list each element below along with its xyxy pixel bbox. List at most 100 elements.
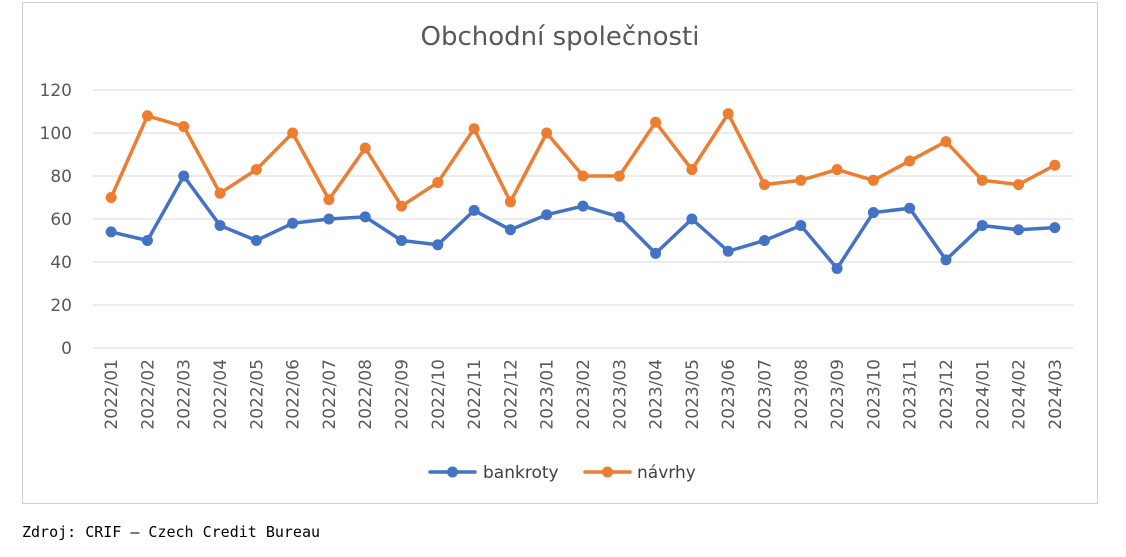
data-point [867, 207, 879, 219]
x-tick-label: 2022/06 [284, 359, 304, 430]
data-point [758, 179, 770, 191]
data-point [758, 235, 770, 246]
x-tick-label: 2023/06 [719, 359, 739, 430]
series-návrhy [105, 108, 1061, 212]
x-tick-label: 2022/03 [175, 359, 195, 430]
data-point [178, 170, 190, 182]
y-tick-label: 20 [50, 296, 72, 316]
x-tick-label: 2024/03 [1046, 359, 1066, 430]
legend-marker [602, 466, 613, 478]
data-point [141, 235, 153, 246]
data-point [214, 219, 226, 231]
legend-item: bankroty [428, 463, 559, 483]
x-tick-label: 2022/08 [356, 359, 376, 430]
x-tick-label: 2022/07 [320, 359, 340, 430]
data-point [577, 200, 589, 212]
data-point [323, 194, 335, 206]
data-point [940, 136, 952, 148]
series-lines [105, 108, 1061, 274]
data-point [323, 213, 335, 225]
data-point [504, 224, 516, 236]
x-tick-label: 2022/01 [102, 359, 122, 430]
data-point [577, 170, 589, 182]
data-point [795, 219, 807, 231]
data-point [432, 176, 444, 188]
data-point [250, 164, 262, 176]
x-tick-label: 2024/02 [1010, 359, 1030, 430]
data-point [250, 235, 262, 246]
legend-label: bankroty [483, 463, 559, 483]
y-tick-label: 80 [50, 167, 72, 187]
data-point [468, 123, 480, 135]
chart-frame [22, 2, 1098, 504]
legend: bankroty návrhy [428, 463, 696, 483]
data-point [359, 142, 371, 154]
data-point [831, 262, 843, 274]
x-tick-label: 2022/11 [465, 359, 485, 430]
x-tick-label: 2023/07 [755, 359, 775, 430]
x-tick-label: 2023/02 [574, 359, 594, 430]
x-tick-label: 2022/02 [138, 359, 158, 430]
x-tick-label: 2023/01 [538, 359, 558, 430]
data-point [976, 219, 988, 231]
x-tick-label: 2023/03 [610, 359, 630, 430]
y-tick-label: 120 [40, 81, 72, 101]
data-point [432, 239, 444, 251]
x-tick-label: 2023/11 [901, 359, 921, 430]
x-tick-label: 2023/12 [937, 359, 957, 430]
data-point [1049, 222, 1061, 234]
y-axis-ticks: 0 20 40 60 80 100 120 [40, 81, 72, 359]
series-line [109, 174, 1057, 271]
x-axis-ticks: 2022/01 2022/02 2022/03 2022/04 2022/05 2022/… [102, 359, 1066, 430]
data-point [722, 245, 734, 257]
x-tick-label: 2022/10 [429, 359, 449, 430]
data-point [686, 164, 698, 176]
data-point [396, 200, 408, 212]
data-point [287, 217, 299, 229]
legend-item: návrhy [583, 463, 696, 483]
data-point [904, 155, 916, 167]
data-point [541, 127, 553, 139]
data-point [287, 127, 299, 139]
data-point [105, 192, 117, 203]
x-tick-label: 2023/04 [647, 359, 667, 430]
x-tick-label: 2022/12 [501, 359, 521, 430]
source-note: Zdroj: CRIF – Czech Credit Bureau [22, 523, 321, 541]
x-tick-label: 2023/08 [792, 359, 812, 430]
chart-title: Obchodní společnosti [420, 22, 700, 52]
data-point [940, 254, 952, 266]
data-point [1013, 179, 1025, 191]
data-point [214, 187, 226, 199]
x-tick-label: 2023/09 [828, 359, 848, 430]
data-point [141, 110, 153, 122]
data-point [359, 211, 371, 223]
y-tick-label: 60 [50, 210, 72, 230]
x-tick-label: 2022/05 [247, 359, 267, 430]
y-tick-label: 40 [50, 253, 72, 273]
legend-label: návrhy [637, 463, 696, 483]
data-point [867, 174, 879, 186]
x-tick-label: 2023/10 [864, 359, 884, 430]
data-point [468, 204, 480, 216]
series-bankroty [105, 170, 1061, 274]
data-point [504, 196, 516, 208]
y-tick-label: 0 [61, 339, 72, 359]
data-point [1049, 159, 1061, 171]
data-point [178, 121, 190, 133]
x-tick-label: 2024/01 [973, 359, 993, 430]
data-point [904, 202, 916, 214]
gridlines [93, 89, 1073, 349]
x-tick-label: 2022/04 [211, 359, 231, 430]
data-point [541, 209, 553, 221]
data-point [650, 247, 662, 259]
data-point [1013, 224, 1025, 236]
data-point [795, 174, 807, 186]
x-tick-label: 2022/09 [393, 359, 413, 430]
y-tick-label: 100 [40, 124, 72, 144]
data-point [613, 211, 625, 223]
data-point [722, 108, 734, 120]
data-point [396, 235, 408, 246]
x-tick-label: 2023/05 [683, 359, 703, 430]
data-point [105, 226, 117, 238]
